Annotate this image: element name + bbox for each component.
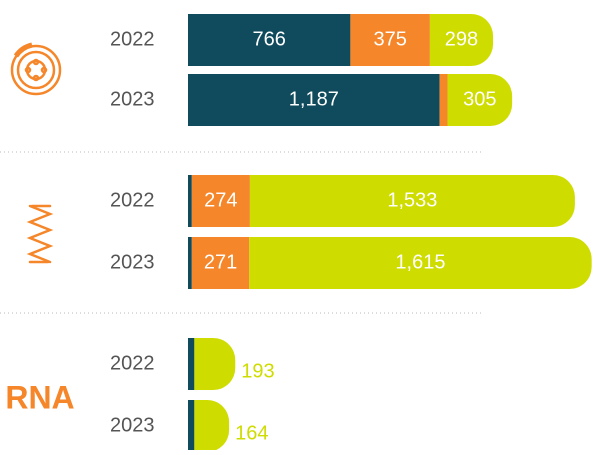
bar-segment bbox=[447, 74, 513, 126]
bar-segment bbox=[188, 74, 440, 126]
bar-segment bbox=[188, 338, 195, 390]
bar-segment bbox=[194, 338, 236, 390]
bar-segment bbox=[249, 175, 575, 227]
bar-segment bbox=[350, 14, 430, 66]
value-label: 1,615 bbox=[395, 251, 445, 273]
year-label: 2022 bbox=[110, 28, 155, 50]
bar-segment bbox=[188, 400, 195, 452]
bar-segment bbox=[429, 14, 494, 66]
year-label: 2023 bbox=[110, 251, 155, 273]
year-label: 2023 bbox=[110, 88, 155, 110]
bar-segment bbox=[188, 175, 192, 227]
bar-segment bbox=[249, 237, 592, 289]
value-label: 164 bbox=[235, 422, 268, 444]
value-label: 298 bbox=[445, 28, 478, 50]
value-label: 375 bbox=[373, 28, 406, 50]
value-label: 305 bbox=[463, 88, 496, 110]
bar-segment bbox=[188, 14, 351, 66]
value-label: 766 bbox=[253, 28, 286, 50]
value-label: 1,187 bbox=[289, 88, 339, 110]
bar-segment bbox=[191, 237, 250, 289]
year-label: 2023 bbox=[110, 414, 155, 436]
bar-segment bbox=[194, 400, 230, 452]
value-label: 274 bbox=[204, 189, 237, 211]
group-label: RNA bbox=[5, 379, 74, 415]
brake-icon bbox=[10, 42, 62, 96]
value-label: 271 bbox=[204, 251, 237, 273]
year-label: 2022 bbox=[110, 352, 155, 374]
year-label: 2022 bbox=[110, 189, 155, 211]
value-label: 193 bbox=[241, 360, 274, 382]
bar-segment bbox=[191, 175, 250, 227]
bar-segment bbox=[439, 74, 448, 126]
value-label: 1,533 bbox=[387, 189, 437, 211]
bar-segment bbox=[188, 237, 192, 289]
spring-icon bbox=[26, 204, 54, 264]
